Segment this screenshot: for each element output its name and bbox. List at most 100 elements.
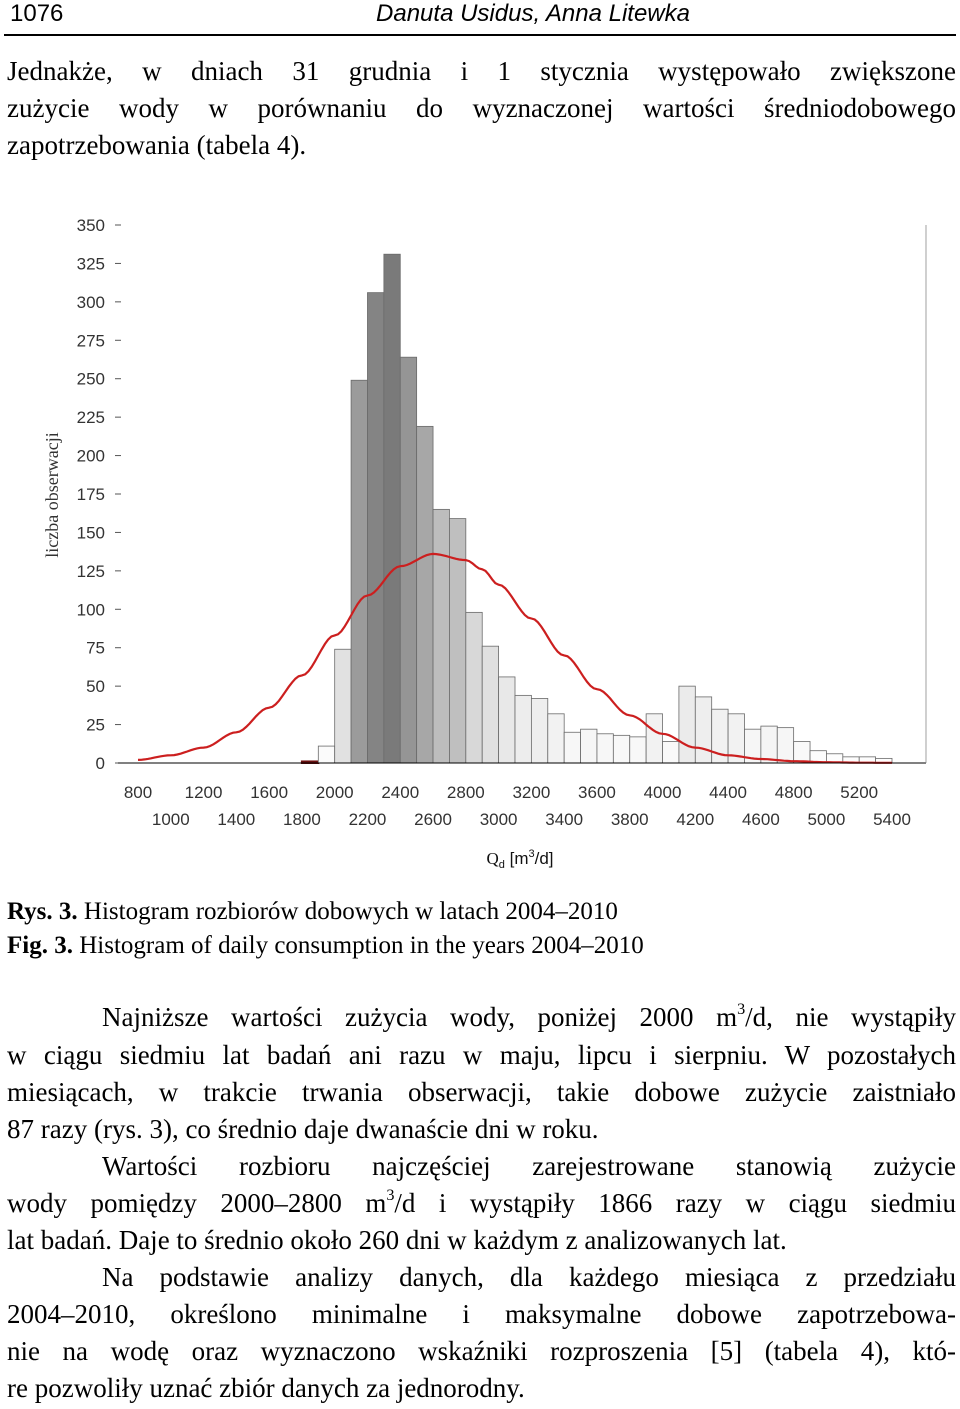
x-axis-title: Qd [m3/d] [486,848,553,871]
y-tick-label: 275 [77,331,105,350]
intro-line: Jednakże, w dniach 31 grudnia i 1 styczn… [7,56,956,86]
x-tick-label: 2600 [414,810,452,829]
body-line: w ciągu siedmiu lat badań ani razu w maj… [7,1040,956,1070]
x-tick-label: 3600 [578,783,616,802]
x-tick-label: 1600 [250,783,288,802]
body-text-span: wody pomiędzy 2000–2800 m [7,1188,387,1218]
caption-en-text: Histogram of daily consumption in the ye… [72,932,644,959]
histogram-bars [300,253,893,764]
y-tick-label: 0 [96,754,105,773]
histogram-bar [514,694,532,764]
page-number: 1076 [10,0,64,27]
body-line: 87 razy (rys. 3), co średnio daje dwanaś… [7,1114,599,1144]
y-axis: 0 25 50 75 100 125 150 175 200 225 250 275 300 325 350 [77,216,121,773]
x-tick-label: 2800 [447,783,485,802]
x-tick-label: 1400 [217,810,255,829]
y-tick-label: 350 [77,216,105,235]
histogram-bar [383,253,401,764]
histogram-bar [793,741,811,764]
histogram-bar [662,741,680,764]
body-text-span: Najniższe wartości zużycia wody, poniżej… [102,1002,738,1032]
body-line: nie na wodę oraz wyznaczono wskaźniki ro… [7,1336,956,1366]
histogram-bar [760,725,778,764]
histogram-bar [432,508,450,764]
y-tick-label: 100 [77,600,105,619]
histogram-bar [596,733,614,764]
histogram-bar [530,698,549,764]
body-line: Na podstawie analizy danych, dla każdego… [102,1262,956,1292]
histogram-bar [645,713,663,764]
histogram-bar [629,736,647,764]
x-tick-label: 2400 [381,783,419,802]
body-line: 2004–2010, określono minimalne i maksyma… [7,1299,956,1329]
running-head-authors: Danuta Usidus, Anna Litewka [376,0,690,27]
x-tick-label: 4600 [742,810,780,829]
histogram-bar [481,645,500,764]
body-line: miesiącach, w trakcie trwania obserwacji… [7,1077,956,1107]
histogram-bar [367,292,385,764]
normal-fit-curve [137,552,892,764]
y-tick-label: 200 [77,447,105,466]
histogram-bar [678,685,696,764]
x-tick-label: 4400 [709,783,747,802]
figure-caption-en: Fig. 3. Histogram of daily consumption i… [7,932,644,960]
x-tick-label: 3000 [480,810,518,829]
histogram-bar [350,379,368,764]
histogram-bar [416,425,434,764]
x-tick-label: 3200 [512,783,550,802]
intro-line: zapotrzebowania (tabela 4). [7,130,307,160]
intro-line: zużycie wody w porównaniu do wyznaczonej… [7,93,956,123]
x-tick-label: 800 [124,783,152,802]
y-tick-label: 125 [77,562,105,581]
body-text-span: /d, nie wystąpiły [745,1002,956,1032]
x-tick-label: 1200 [185,783,223,802]
x-tick-label: 3800 [611,810,649,829]
y-tick-label: 225 [77,408,105,427]
body-line: lat badań. Daje to średnio około 260 dni… [7,1225,787,1255]
x-tick-label: 4800 [775,783,813,802]
x-tick-label: 4200 [676,810,714,829]
y-tick-label: 25 [86,716,105,735]
histogram-bar [694,696,713,764]
y-tick-label: 250 [77,370,105,389]
histogram-bar [334,648,352,764]
histogram-bar [449,518,467,764]
histogram-bar [498,676,516,764]
x-tick-label: 1800 [283,810,321,829]
body-line: wody pomiędzy 2000–2800 m3/d i wystąpiły… [7,1185,956,1219]
body-line: Najniższe wartości zużycia wody, poniżej… [102,999,956,1033]
figure-caption-pl: Rys. 3. Histogram rozbiorów dobowych w l… [7,898,618,926]
x-axis: 800 1200 1600 2000 2400 2800 3200 3600 4000 4400 4… [124,783,911,829]
y-tick-label: 300 [77,293,105,312]
histogram-bar [399,356,418,764]
histogram-bar [776,727,795,764]
histogram-chart: liczba obserwacji 0 25 50 75 100 125 150 175 200… [42,216,927,871]
histogram-bar [580,728,598,764]
histogram-bar [465,611,483,764]
histogram-bar [317,745,336,764]
histogram-bar [612,734,631,764]
x-tick-label: 5200 [840,783,878,802]
x-tick-label: 2200 [349,810,387,829]
body-line: re pozwoliły uznać zbiór danych za jedno… [7,1373,525,1403]
caption-pl-text: Histogram rozbiorów dobowych w latach 20… [77,898,618,925]
running-head: 1076 Danuta Usidus, Anna Litewka [4,0,956,36]
y-tick-label: 325 [77,254,105,273]
x-tick-label: 5000 [808,810,846,829]
y-axis-title-group: liczba obserwacji [42,432,62,557]
y-axis-title: liczba obserwacji [42,432,62,557]
histogram-bar [547,713,565,764]
body-line: Wartości rozbioru najczęściej zarejestro… [102,1151,956,1181]
y-tick-label: 50 [86,677,105,696]
y-tick-label: 75 [86,639,105,658]
histogram-bar [563,731,581,764]
caption-en-label: Fig. 3. [7,932,73,959]
superscript: 3 [386,1185,395,1204]
x-tick-label: 1000 [152,810,190,829]
caption-pl-label: Rys. 3. [7,898,78,925]
body-text-span: /d i wystąpiły 1866 razy w ciągu siedmiu [394,1188,956,1218]
x-tick-label: 3400 [545,810,583,829]
superscript: 3 [737,999,746,1018]
y-tick-label: 150 [77,523,105,542]
